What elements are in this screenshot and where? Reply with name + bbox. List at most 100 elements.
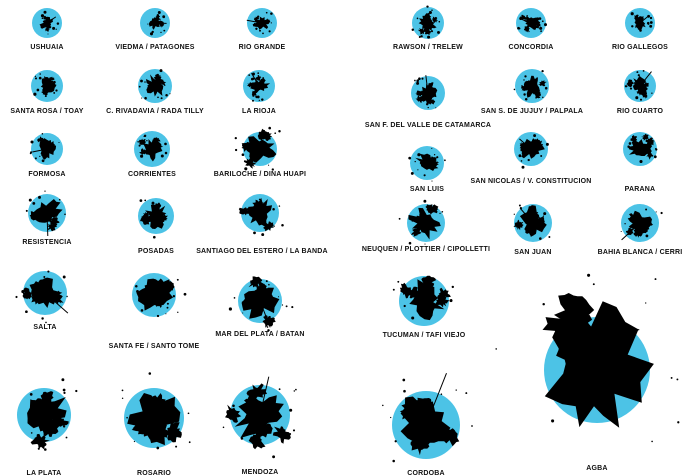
urban-footprint (138, 69, 171, 100)
urban-footprint (234, 126, 281, 171)
city-san-s-de-jujuy-palpala: SAN S. DE JUJUY / PALPALA (481, 69, 583, 115)
urban-footprint (630, 12, 653, 32)
city-label: AGBA (586, 465, 607, 472)
city-salta: SALTA (15, 270, 69, 331)
urban-footprint (222, 376, 297, 459)
urban-footprint (411, 5, 441, 39)
city-label: PARANA (625, 186, 656, 193)
urban-footprint (382, 373, 473, 463)
city-concordia: CONCORDIA (509, 8, 554, 51)
city-label: USHUAIA (30, 44, 63, 51)
city-cordoba: CORDOBA (382, 373, 473, 475)
city-label: SANTA FE / SANTO TOME (109, 343, 200, 350)
urban-footprint (513, 204, 551, 240)
city-rawson-trelew: RAWSON / TRELEW (393, 5, 463, 51)
urban-footprint (228, 276, 294, 332)
urban-footprint (139, 199, 168, 239)
city-label: SAN S. DE JUJUY / PALPALA (481, 108, 583, 115)
city-label: CONCORDIA (509, 44, 554, 51)
urban-footprint (392, 275, 454, 321)
urban-footprint (495, 273, 680, 443)
city-la-plata: LA PLATA (17, 378, 78, 475)
city-label: SAN NICOLAS / V. CONSTITUCION (470, 178, 591, 185)
urban-footprint (135, 278, 187, 318)
city-label: CORDOBA (407, 470, 445, 475)
city-label: MENDOZA (242, 469, 279, 475)
city-san-luis: SAN LUIS (408, 146, 446, 193)
city-mendoza: MENDOZA (222, 376, 297, 475)
city-ushuaia: USHUAIA (30, 8, 63, 51)
city-formosa: FORMOSA (28, 133, 65, 178)
city-label: RESISTENCIA (22, 239, 71, 246)
city-san-juan: SAN JUAN (513, 204, 552, 256)
city-label: BARILOCHE / DINA HUAPI (214, 171, 306, 178)
city-bahia-blanca-cerri: BAHIA BLANCA / CERRI (598, 204, 683, 256)
city-san-f-del-valle-de-catamarca: SAN F. DEL VALLE DE CATAMARCA (365, 75, 491, 129)
urban-footprint (414, 75, 438, 109)
urban-footprint (518, 134, 549, 169)
city-label: C. RIVADAVIA / RADA TILLY (106, 108, 204, 115)
urban-footprint (247, 72, 271, 102)
urban-footprint (15, 270, 69, 324)
urban-footprint (27, 378, 78, 451)
city-mar-del-plata-batan: MAR DEL PLATA / BATAN (215, 276, 304, 338)
city-label: SALTA (33, 324, 56, 331)
urban-footprint (25, 190, 66, 237)
city-rio-gallegos: RIO GALLEGOS (612, 8, 668, 51)
urban-footprint (246, 11, 273, 35)
city-label: FORMOSA (28, 171, 65, 178)
city-label: VIEDMA / PATAGONES (115, 44, 194, 51)
city-label: SANTIAGO DEL ESTERO / LA BANDA (196, 248, 328, 255)
city-parana: PARANA (623, 132, 658, 193)
city-c-rivadavia-rada-tilly: C. RIVADAVIA / RADA TILLY (106, 69, 204, 115)
city-label: RIO GRANDE (239, 44, 286, 51)
city-label: TUCUMAN / TAFI VIEJO (383, 332, 466, 339)
city-santiago-del-estero-la-banda: SANTIAGO DEL ESTERO / LA BANDA (196, 194, 328, 255)
urban-footprint (408, 147, 446, 182)
city-label: LA RIOJA (242, 108, 276, 115)
urban-footprint (147, 11, 167, 36)
city-agba: AGBA (495, 273, 680, 472)
urban-footprint (33, 73, 58, 98)
city-label: SAN F. DEL VALLE DE CATAMARCA (365, 122, 491, 129)
city-tucuman-tafi-viejo: TUCUMAN / TAFI VIEJO (383, 275, 466, 339)
urban-footprint (398, 199, 444, 245)
urban-footprint (238, 197, 284, 237)
city-bariloche-dina-huapi: BARILOCHE / DINA HUAPI (214, 126, 306, 178)
city-san-nicolas-v-constitucion: SAN NICOLAS / V. CONSTITUCION (470, 132, 591, 185)
city-label: MAR DEL PLATA / BATAN (215, 331, 304, 338)
city-posadas: POSADAS (138, 198, 174, 255)
urban-footprint (624, 69, 653, 101)
city-rio-cuarto: RIO CUARTO (617, 69, 664, 115)
city-label: LA PLATA (27, 470, 62, 475)
urban-footprint (620, 208, 663, 241)
urban-footprint (627, 133, 658, 164)
city-rosario: ROSARIO (121, 372, 191, 475)
city-corrientes: CORRIENTES (128, 131, 176, 178)
urban-footprint (517, 14, 547, 33)
city-label: BAHIA BLANCA / CERRI (598, 249, 683, 256)
urban-footprint (29, 133, 60, 163)
city-rio-grande: RIO GRANDE (239, 8, 286, 51)
city-label: NEUQUEN / PLOTTIER / CIPOLLETTI (362, 246, 490, 253)
city-label: SAN JUAN (514, 249, 551, 256)
city-viedma-patagones: VIEDMA / PATAGONES (115, 8, 195, 51)
city-label: SAN LUIS (410, 186, 444, 193)
city-label: POSADAS (138, 248, 174, 255)
urban-footprint (513, 69, 548, 101)
city-santa-fe-santo-tome: SANTA FE / SANTO TOME (109, 273, 200, 350)
city-label: SANTA ROSA / TOAY (10, 108, 83, 115)
city-label: RIO GALLEGOS (612, 44, 668, 51)
city-resistencia: RESISTENCIA (22, 190, 71, 246)
urban-footprint (121, 372, 191, 450)
city-label: ROSARIO (137, 470, 171, 475)
city-neuquen-plottier-cipolletti: NEUQUEN / PLOTTIER / CIPOLLETTI (362, 199, 490, 253)
urban-footprint (137, 134, 168, 162)
city-label: RIO CUARTO (617, 108, 664, 115)
city-la-rioja: LA RIOJA (242, 70, 276, 115)
city-label: CORRIENTES (128, 171, 176, 178)
urban-footprint (39, 10, 60, 35)
city-label: RAWSON / TRELEW (393, 44, 463, 51)
city-santa-rosa-toay: SANTA ROSA / TOAY (10, 70, 84, 115)
